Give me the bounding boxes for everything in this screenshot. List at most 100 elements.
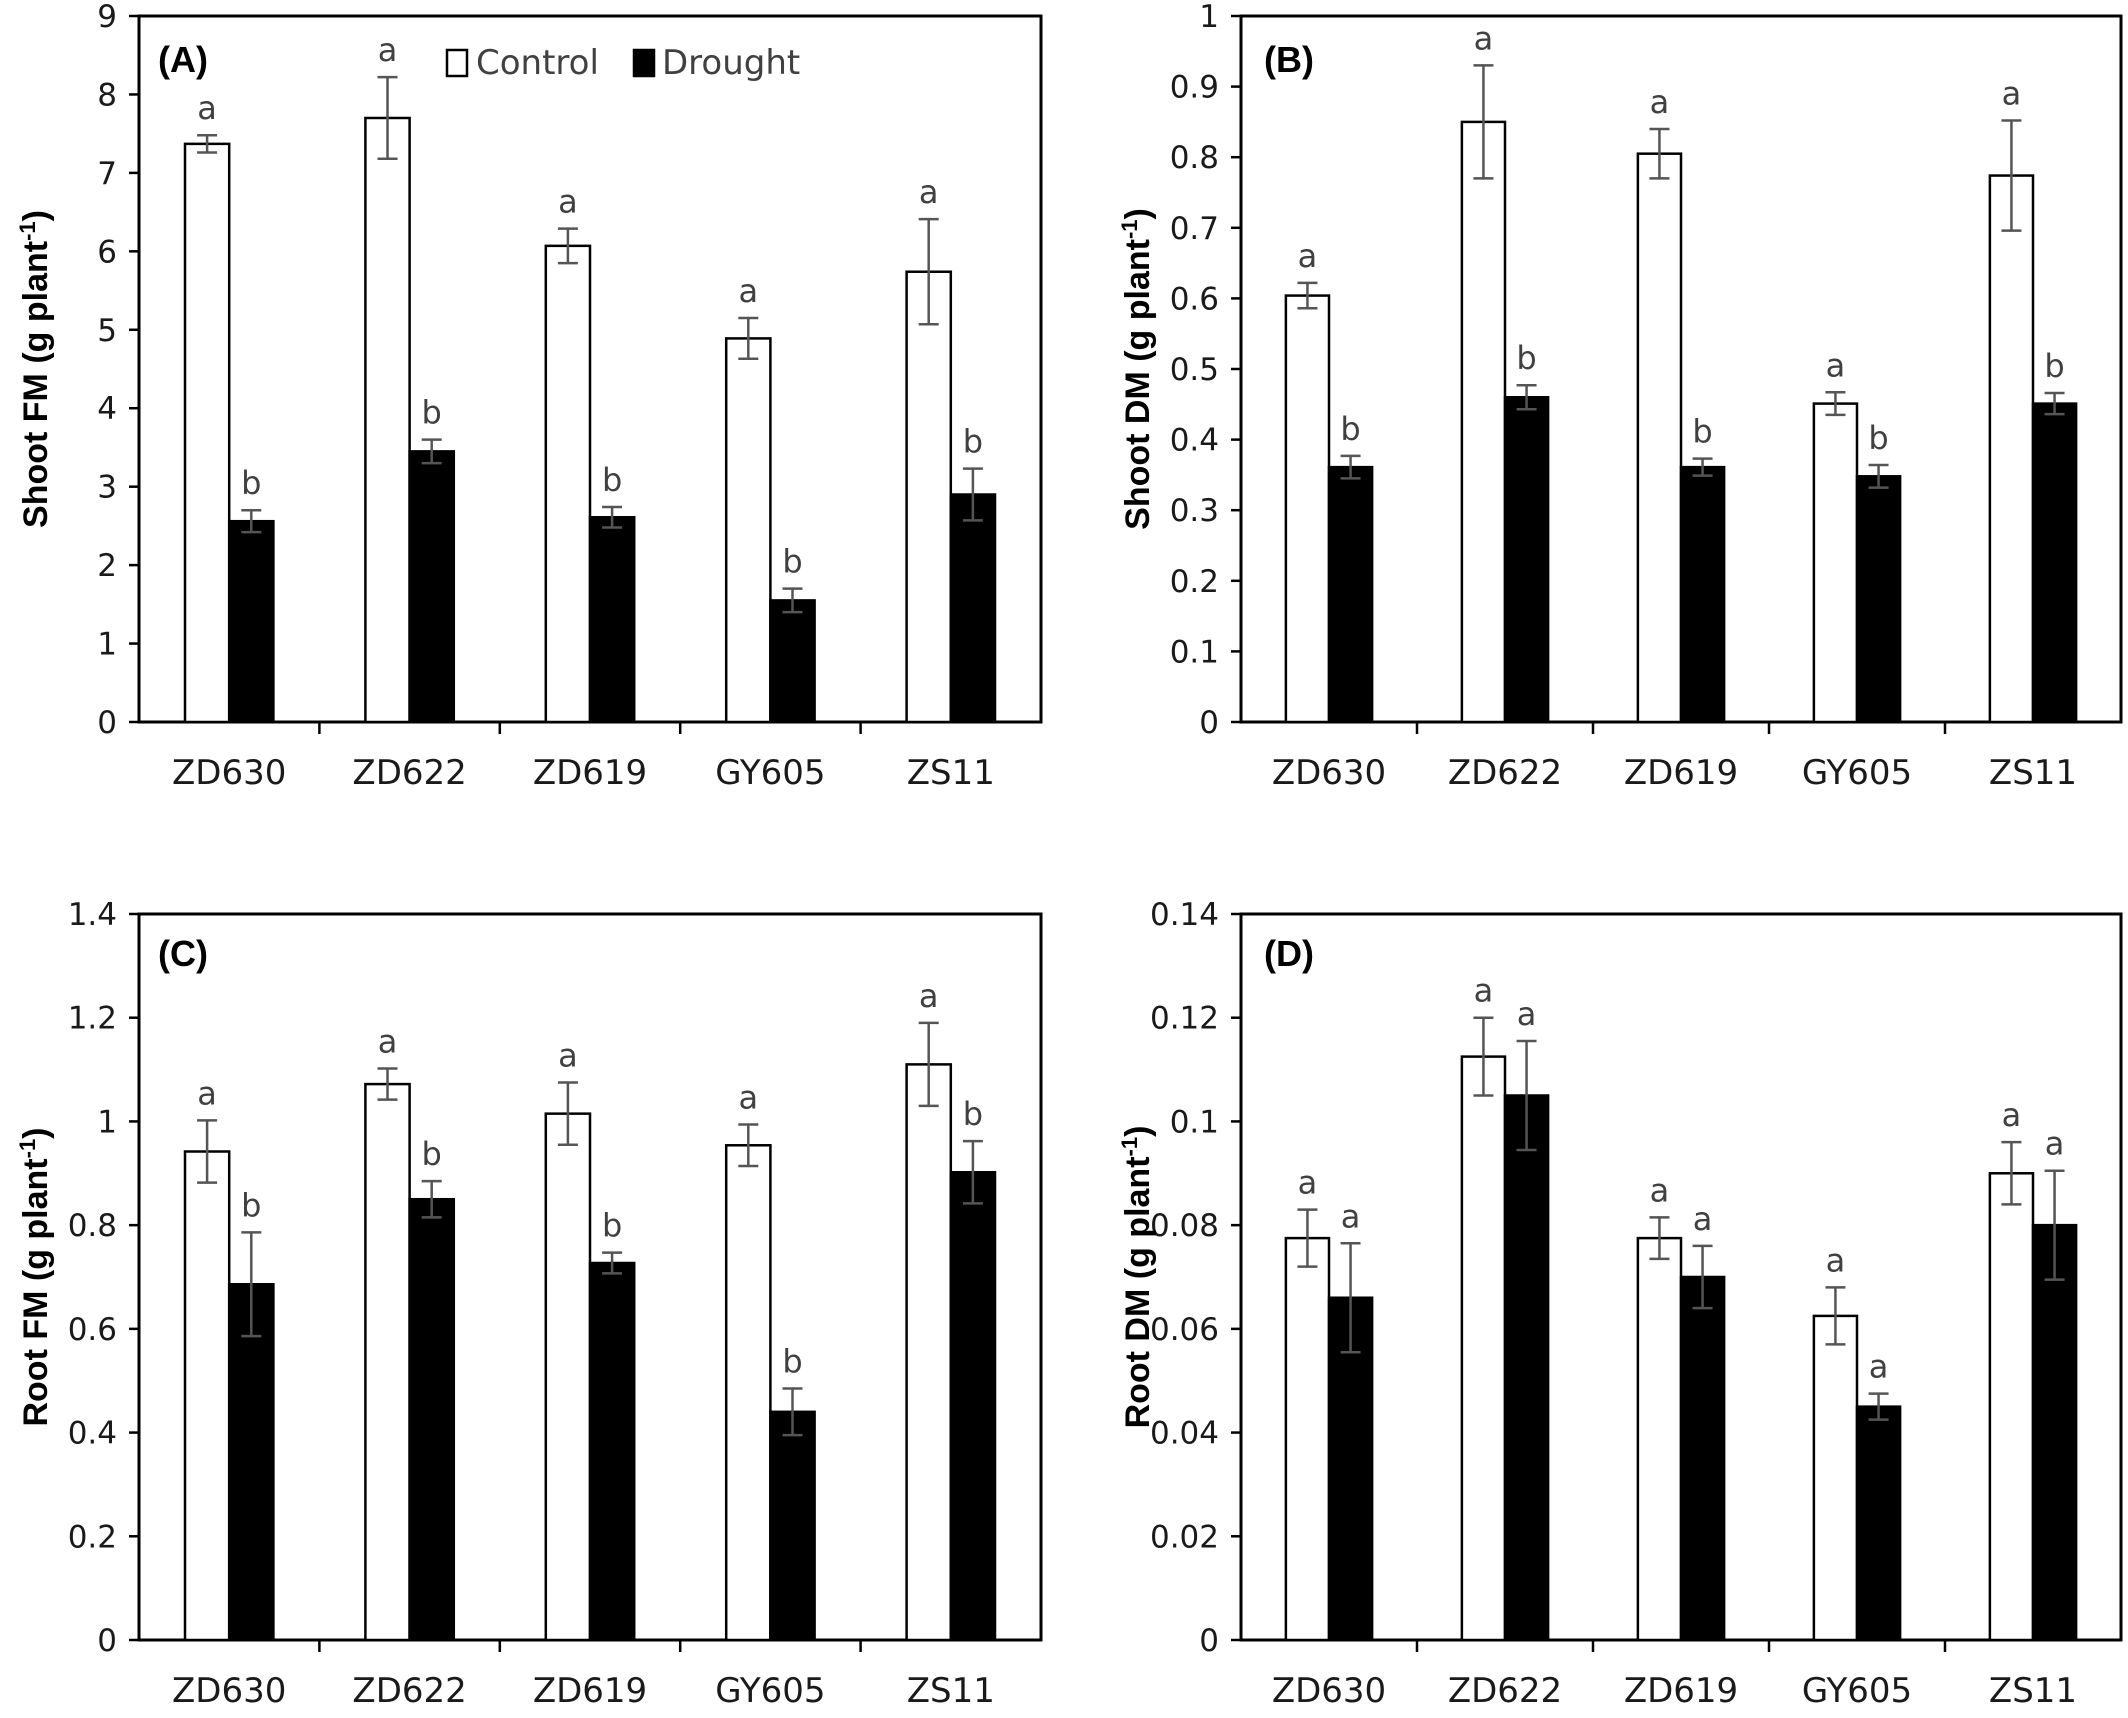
y-axis-label-main: Shoot FM (g plant — [17, 241, 55, 528]
significance-letter: a — [738, 1079, 758, 1117]
y-axis-label: Shoot FM (g plant-1) — [15, 210, 55, 528]
y-tick-label: 0.14 — [1150, 897, 1219, 933]
significance-letter: a — [1826, 1241, 1846, 1279]
significance-letter: b — [602, 1207, 622, 1245]
control-bar — [364, 116, 411, 724]
y-tick-label: 0 — [1199, 705, 1219, 741]
significance-letter: a — [1474, 972, 1494, 1010]
significance-letter: b — [963, 423, 983, 461]
x-category-label: GY605 — [1802, 753, 1912, 793]
y-tick-label: 1 — [97, 1104, 117, 1140]
x-category-label: ZD630 — [172, 753, 286, 793]
y-tick-label: 0.12 — [1150, 1001, 1219, 1037]
x-category-label: ZD619 — [1624, 753, 1738, 793]
panel-d: 0 0.02 0.04 0.06 0.08 0.1 0.12 0.14 ZD630 ZD622 ZD… — [1117, 897, 2123, 1711]
x-category-label: ZD630 — [172, 1671, 286, 1711]
drought-bar — [769, 1410, 816, 1642]
y-tick-label: 5 — [97, 313, 117, 349]
x-category-label: ZD622 — [352, 753, 466, 793]
drought-bar — [1503, 395, 1550, 724]
x-category-label: GY605 — [715, 753, 825, 793]
x-category-label: ZD619 — [533, 753, 647, 793]
y-axis-label-end: ) — [1119, 1126, 1157, 1137]
significance-letter: b — [782, 543, 802, 581]
control-bar — [183, 142, 231, 724]
significance-letter: a — [1298, 237, 1318, 275]
y-tick-label: 0.02 — [1150, 1519, 1219, 1555]
y-axis-label: Root FM (g plant-1) — [15, 1127, 55, 1426]
y-tick-label: 0 — [1199, 1623, 1219, 1659]
y-axis-label-superscript: -1 — [1117, 219, 1142, 239]
control-bar — [1988, 1172, 2035, 1642]
y-tick-label: 0 — [97, 1623, 117, 1659]
significance-letter: a — [558, 1037, 578, 1075]
drought-bar — [2031, 402, 2078, 724]
y-tick-label: 0.2 — [1170, 564, 1219, 600]
y-tick-label: 0.7 — [1170, 211, 1219, 247]
y-tick-label: 9 — [97, 0, 117, 35]
y-tick-label: 0.06 — [1150, 1312, 1219, 1348]
significance-letter: a — [2002, 1096, 2022, 1134]
significance-letter: a — [378, 31, 398, 69]
drought-bar — [227, 1283, 275, 1642]
legend-swatch-control — [445, 48, 469, 78]
control-bar — [544, 244, 592, 724]
legend-label-drought: Drought — [662, 43, 800, 83]
x-category-label: ZD622 — [1448, 753, 1562, 793]
y-tick-label: 0.4 — [1170, 423, 1219, 459]
y-tick-label: 0.04 — [1150, 1416, 1219, 1452]
significance-letter: a — [738, 272, 758, 310]
y-tick-label: 0.5 — [1170, 352, 1219, 388]
control-bar — [364, 1082, 411, 1642]
drought-bar — [2031, 1223, 2078, 1642]
significance-letter: a — [1693, 1200, 1713, 1238]
drought-bar — [949, 493, 997, 724]
y-tick-label: 6 — [97, 234, 117, 270]
y-axis-label-superscript: -1 — [15, 1139, 40, 1159]
panel-c: 0 0.2 0.4 0.6 0.8 1 1.2 1.4 ZD630 ZD622 ZD619 GY605… — [15, 897, 1043, 1711]
y-tick-label: 0.2 — [68, 1519, 117, 1555]
significance-letter: a — [197, 1074, 217, 1112]
x-category-label: ZS11 — [907, 753, 995, 793]
y-tick-label: 7 — [97, 156, 117, 192]
control-bar — [1636, 152, 1683, 724]
significance-letter: a — [1826, 346, 1846, 384]
y-tick-label: 0.8 — [68, 1208, 117, 1244]
x-category-label: ZS11 — [1989, 1671, 2077, 1711]
y-tick-label: 1 — [1199, 0, 1219, 35]
drought-bar — [1855, 475, 1902, 724]
y-tick-label: 8 — [97, 77, 117, 113]
drought-bar — [227, 519, 275, 724]
y-tick-label: 4 — [97, 391, 117, 427]
y-tick-label: 1.2 — [68, 1001, 117, 1037]
control-bar — [1284, 294, 1331, 724]
drought-bar — [408, 1197, 456, 1642]
y-axis-label: Root DM (g plant-1) — [1117, 1126, 1157, 1429]
significance-letter: b — [602, 461, 622, 499]
x-category-label: ZD630 — [1272, 1671, 1386, 1711]
legend-label-control: Control — [476, 43, 599, 83]
control-bar — [724, 1144, 772, 1642]
significance-letter: b — [1868, 419, 1888, 457]
control-bar — [905, 270, 953, 724]
significance-letter: b — [2044, 347, 2064, 385]
drought-bar — [588, 1261, 636, 1642]
significance-letter: a — [2002, 74, 2022, 112]
y-axis-label: Shoot DM (g plant-1) — [1117, 208, 1157, 530]
y-axis-label-main: Root FM (g plant — [17, 1158, 55, 1426]
y-tick-label: 0.1 — [1170, 1104, 1219, 1140]
control-bar — [724, 337, 772, 724]
drought-bar — [408, 450, 456, 724]
significance-letter: a — [197, 89, 217, 127]
significance-letter: b — [782, 1342, 802, 1380]
drought-bar — [1855, 1405, 1902, 1642]
control-bar — [1636, 1236, 1683, 1642]
x-category-label: GY605 — [715, 1671, 825, 1711]
significance-letter: a — [1474, 19, 1494, 57]
y-tick-label: 0.8 — [1170, 140, 1219, 176]
x-category-label: ZD619 — [1624, 1671, 1738, 1711]
panel-label: (A) — [158, 39, 208, 80]
y-tick-label: 0.4 — [68, 1416, 117, 1452]
control-bar — [1812, 1314, 1859, 1642]
significance-letter: a — [1517, 995, 1537, 1033]
